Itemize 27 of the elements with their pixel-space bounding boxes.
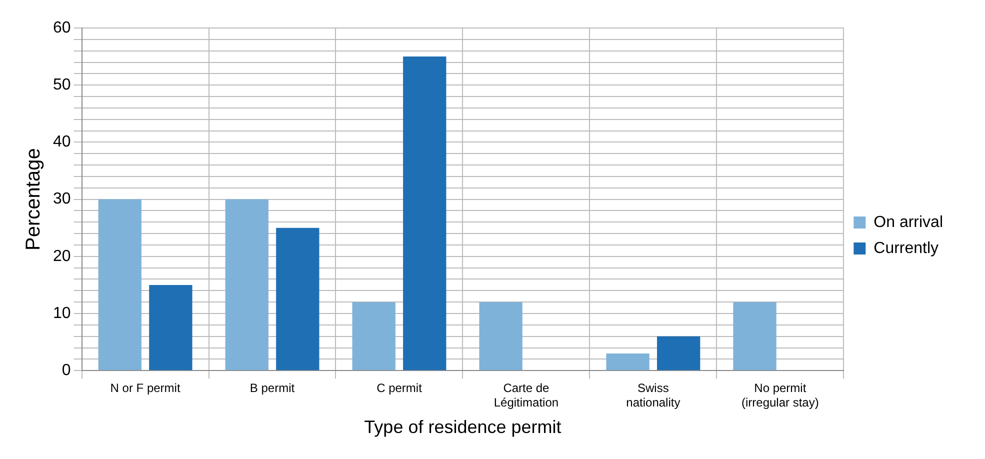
bar — [352, 302, 396, 370]
x-tick-label: B permit — [250, 381, 296, 396]
bar — [733, 302, 776, 370]
bar — [479, 302, 522, 370]
x-tick-label: Swiss nationality — [626, 381, 680, 410]
legend-label: On arrival — [874, 214, 944, 231]
y-axis-title: Percentage — [22, 148, 45, 250]
bar — [403, 56, 446, 370]
bar — [98, 199, 142, 370]
bar — [606, 353, 650, 370]
bar — [276, 228, 320, 370]
y-tick-label: 10 — [53, 304, 71, 322]
bar — [225, 199, 268, 370]
bar — [149, 284, 192, 370]
y-tick-label: 60 — [53, 19, 71, 36]
bar — [656, 336, 700, 370]
legend-label: Currently — [874, 240, 939, 257]
x-tick-label: No permit (irregular stay) — [741, 381, 819, 410]
y-tick-label: 0 — [62, 362, 71, 380]
y-tick-label: 20 — [53, 248, 71, 265]
x-tick-label: Carte de Légitimation — [494, 381, 559, 410]
x-tick-label: N or F permit — [110, 381, 181, 396]
x-axis-title: Type of residence permit — [364, 417, 562, 438]
x-tick-label: C permit — [376, 381, 423, 396]
y-tick-label: 50 — [53, 76, 71, 94]
y-tick-label: 40 — [53, 134, 71, 151]
y-tick-label: 30 — [53, 190, 71, 208]
